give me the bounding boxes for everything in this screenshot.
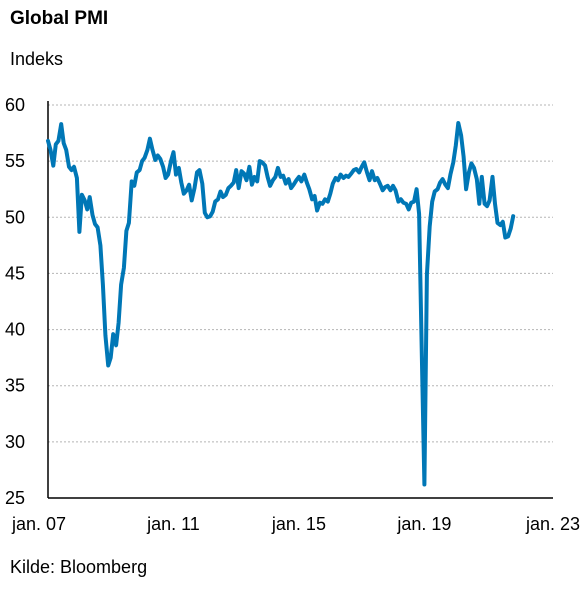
y-tick-label-45: 45 (5, 263, 25, 283)
chart-title: Global PMI (10, 8, 109, 29)
y-axis-unit-label: Indeks (10, 49, 64, 69)
x-tick-label-3: jan. 19 (396, 514, 451, 534)
series-line-0 (46, 121, 516, 487)
x-tick-label-4: jan. 23 (525, 514, 580, 534)
gridlines (48, 104, 553, 443)
x-tick-label-1: jan. 11 (146, 514, 200, 534)
y-tick-label-50: 50 (5, 207, 25, 227)
y-tick-labels: 25 30 35 40 45 50 55 60 (5, 95, 25, 508)
x-tick-label-2: jan. 15 (271, 514, 326, 534)
axes (47, 101, 553, 499)
y-tick-label-35: 35 (5, 376, 25, 396)
x-tick-labels: jan. 07 jan. 11 jan. 15 jan. 19 jan. 23 (11, 514, 580, 534)
x-tick-label-0: jan. 07 (11, 514, 66, 534)
y-tick-label-55: 55 (5, 151, 25, 171)
y-tick-label-25: 25 (5, 488, 25, 508)
y-tick-label-60: 60 (5, 95, 25, 115)
source-note: Kilde: Bloomberg (10, 557, 148, 577)
y-tick-label-30: 30 (5, 432, 25, 452)
series-lines (46, 121, 516, 487)
y-tick-label-40: 40 (5, 320, 25, 340)
